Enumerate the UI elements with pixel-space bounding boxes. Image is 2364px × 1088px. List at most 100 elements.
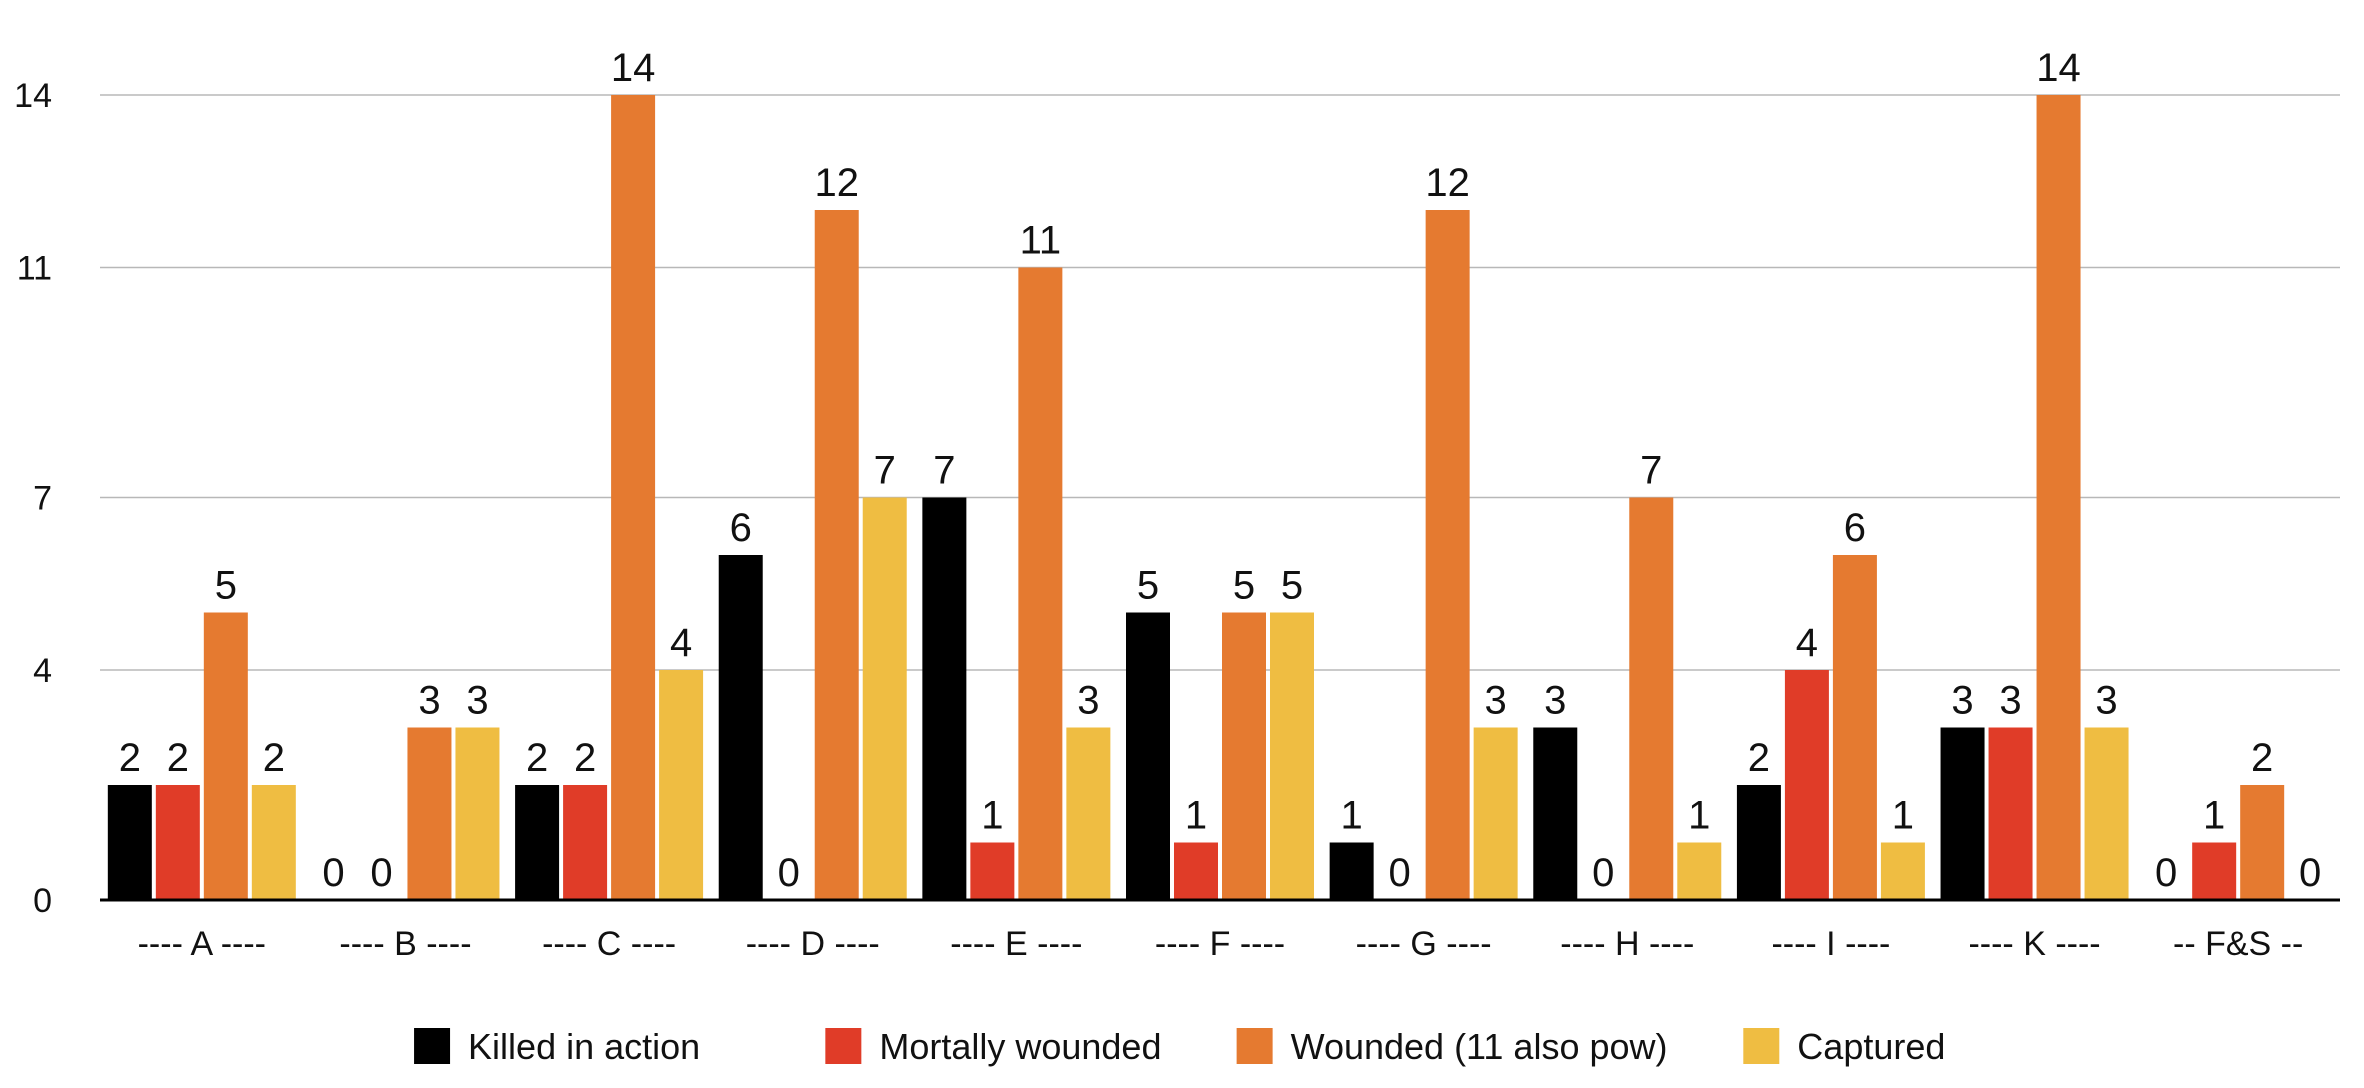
data-label: 5	[1137, 564, 1159, 608]
data-label: 4	[670, 621, 692, 665]
bar	[659, 670, 704, 900]
bar	[1222, 612, 1266, 900]
legend-swatch	[1743, 1028, 1780, 1064]
data-label: 1	[981, 794, 1003, 838]
bar	[1940, 727, 1985, 900]
data-label: 0	[2155, 851, 2177, 895]
bar	[1736, 785, 1781, 900]
y-tick-label: 14	[14, 77, 52, 115]
bar	[563, 785, 608, 900]
data-label: 5	[1281, 564, 1303, 608]
bar	[251, 785, 296, 900]
y-tick-label: 0	[33, 882, 52, 920]
bar	[611, 95, 656, 900]
bar	[515, 785, 560, 900]
data-label: 4	[1796, 621, 1818, 665]
legend-swatch	[1236, 1028, 1273, 1064]
legend-label: Killed in action	[468, 1026, 700, 1067]
x-category-label: ---- C ----	[542, 925, 676, 963]
x-axis-categories: ---- A ---- ---- B ---- ---- C ---- ---- D …	[138, 925, 2304, 963]
x-category-label: ---- I ----	[1771, 925, 1890, 963]
y-tick-label: 11	[17, 250, 52, 288]
bar	[203, 612, 248, 900]
y-tick-label: 4	[33, 652, 52, 690]
data-label: 2	[263, 736, 285, 780]
x-category-label: ---- E ----	[950, 925, 1082, 963]
bar	[1329, 842, 1374, 900]
data-label: 7	[874, 449, 896, 493]
data-label: 3	[1544, 679, 1566, 723]
bar	[1174, 842, 1218, 900]
bar	[1018, 267, 1063, 900]
bar	[2192, 842, 2237, 900]
data-label: 7	[1640, 449, 1662, 493]
data-label: 14	[611, 46, 656, 90]
bar	[1473, 727, 1518, 900]
x-category-label: ---- A ----	[138, 925, 266, 963]
y-axis-ticks: 0 4 7 11 14	[14, 77, 52, 920]
bar	[107, 785, 152, 900]
bar	[1270, 612, 1314, 900]
bar	[455, 727, 500, 900]
data-label: 11	[1020, 219, 1062, 263]
bar	[1880, 842, 1925, 900]
bar	[2036, 95, 2081, 900]
bar	[2084, 727, 2129, 900]
bar	[407, 727, 452, 900]
bar	[862, 497, 907, 900]
data-label: 0	[1592, 851, 1614, 895]
x-category-label: ---- F ----	[1155, 925, 1285, 963]
data-label: 1	[2203, 794, 2225, 838]
data-label: 0	[2299, 851, 2321, 895]
x-category-label: ---- G ----	[1356, 925, 1492, 963]
data-label: 2	[574, 736, 596, 780]
bar	[1066, 727, 1111, 900]
bar	[814, 210, 859, 900]
data-label: 3	[2095, 679, 2117, 723]
legend-label: Captured	[1797, 1026, 1945, 1067]
data-label: 3	[418, 679, 440, 723]
x-category-label: -- F&S --	[2173, 925, 2303, 963]
data-label: 2	[2251, 736, 2273, 780]
data-label: 0	[322, 851, 344, 895]
data-label: 3	[1077, 679, 1099, 723]
data-label: 7	[933, 449, 955, 493]
legend-label: Wounded (11 also pow)	[1291, 1026, 1668, 1067]
bar	[155, 785, 200, 900]
legend: Killed in action Mortally wounded Wounded …	[414, 1026, 1945, 1067]
data-label: 5	[215, 564, 237, 608]
bar	[1629, 497, 1674, 900]
x-category-label: ---- K ----	[1968, 925, 2100, 963]
data-label: 2	[119, 736, 141, 780]
gridlines	[100, 94, 2340, 671]
data-label: 1	[1892, 794, 1914, 838]
legend-label: Mortally wounded	[879, 1026, 1161, 1067]
data-label: 1	[1688, 794, 1710, 838]
legend-swatch	[414, 1028, 451, 1064]
data-label: 2	[526, 736, 548, 780]
data-label: 12	[814, 161, 859, 205]
data-label: 6	[730, 506, 752, 550]
data-label: 2	[167, 736, 189, 780]
data-label: 12	[1425, 161, 1470, 205]
data-label: 1	[1341, 794, 1363, 838]
x-category-label: ---- H ----	[1560, 925, 1694, 963]
bar	[1784, 670, 1829, 900]
data-label: 6	[1844, 506, 1866, 550]
bar	[1425, 210, 1470, 900]
bar	[718, 555, 763, 900]
data-label: 5	[1233, 564, 1255, 608]
bars	[107, 95, 2285, 900]
bar	[1988, 727, 2033, 900]
bar	[1832, 555, 1877, 900]
data-label: 0	[778, 851, 800, 895]
bar	[1677, 842, 1722, 900]
legend-swatch	[825, 1028, 862, 1064]
bar	[1126, 612, 1170, 900]
data-label: 3	[1485, 679, 1507, 723]
bar	[1533, 727, 1578, 900]
data-label: 3	[466, 679, 488, 723]
data-label: 0	[370, 851, 392, 895]
